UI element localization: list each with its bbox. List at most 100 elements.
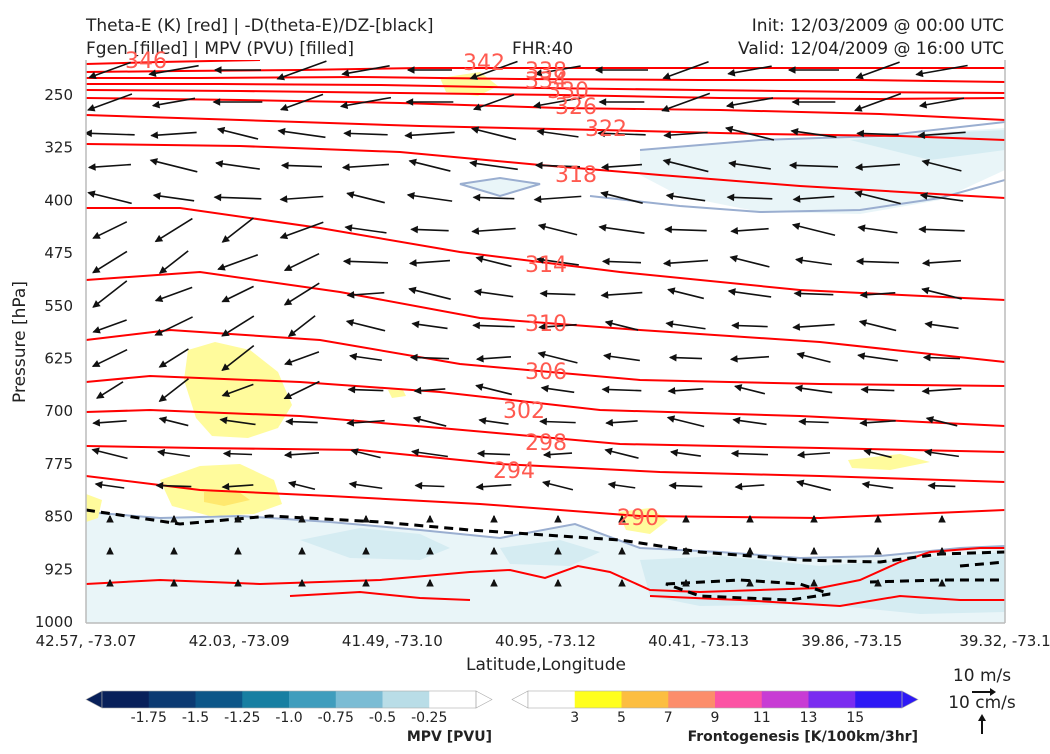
colorbar-tick-label: -1.0 (275, 710, 302, 726)
wind-vector (88, 163, 132, 169)
colorbar-segment (855, 691, 903, 708)
wind-vector (280, 93, 324, 111)
colorbar-extend-right (475, 690, 493, 709)
wind-vector (919, 97, 965, 107)
y-tick-label: 850 (44, 508, 73, 526)
wind-vector-head (413, 386, 422, 395)
wind-vector (340, 96, 392, 108)
colorbar-extend-left (85, 690, 103, 709)
wind-vector-head (92, 326, 101, 334)
wind-vector-head (158, 266, 168, 274)
wind-vector-head (409, 353, 418, 362)
wind-vector-head (298, 546, 306, 555)
wind-vector-head (221, 235, 230, 243)
y-tick-label: 325 (44, 139, 73, 157)
wind-vector-head (344, 224, 353, 232)
wind-vector-head (152, 192, 161, 200)
wind-vector (405, 131, 455, 137)
theta-e-labels: 346 342 338 334 330 326 322 318 314 310 … (125, 49, 659, 531)
wind-vector (538, 352, 578, 364)
wind-vector-head (472, 321, 480, 330)
wind-vector (86, 132, 135, 136)
wind-vector-head (473, 288, 482, 296)
x-axis-label: Latitude,Longitude (466, 655, 626, 675)
wind-vector-head (472, 103, 482, 111)
mpv-fill (640, 552, 1005, 614)
theta-e-contour (86, 67, 1005, 73)
vertical-scale-arrowhead (978, 714, 986, 721)
wind-vector-head (860, 385, 869, 394)
wind-vector-head (490, 546, 498, 555)
colorbar-segment (621, 691, 669, 708)
wind-vector-head (540, 384, 549, 393)
theta-e-contour (86, 89, 1005, 101)
colorbar-segment (148, 691, 196, 708)
wind-vector-head (490, 578, 498, 587)
wind-vector-head (158, 416, 167, 424)
x-tick-label: 42.03, -73.09 (189, 632, 290, 650)
wind-vector (153, 194, 195, 202)
mpv-fill (300, 528, 450, 560)
wind-vector (345, 226, 387, 234)
wind-vector-head (362, 514, 370, 523)
plot-area (86, 60, 1005, 623)
wind-vector-head (598, 223, 607, 232)
wind-vector (470, 60, 518, 80)
dthetae-dz-contour (665, 578, 831, 602)
wind-vector (663, 159, 709, 173)
wind-vector (409, 288, 451, 300)
colorbar-segment (668, 691, 716, 708)
vector-scale-vertical: 10 cm/s (948, 693, 1016, 713)
theta-e-contour (86, 83, 1005, 94)
wind-vector-head (217, 263, 226, 271)
wind-vector (663, 259, 709, 265)
wind-vector (343, 260, 389, 264)
wind-vector-head (729, 355, 738, 363)
colorbar-tick-label: 7 (664, 710, 673, 726)
wind-vector-head (537, 351, 546, 359)
theta-e-label: 338 (525, 59, 567, 84)
wind-vector-head (346, 291, 355, 299)
wind-vector-head (788, 161, 797, 170)
wind-vector (537, 130, 579, 138)
wind-vector-head (362, 546, 370, 555)
wind-vector-head (662, 158, 671, 166)
wind-vector-head (149, 158, 158, 166)
wind-vector (730, 256, 770, 268)
wind-vector (473, 93, 515, 111)
wind-vector (535, 65, 581, 75)
wind-vector-head (106, 514, 114, 523)
wind-vector (217, 128, 259, 140)
theta-e-contour (86, 75, 1005, 83)
wind-vector-head (476, 449, 485, 458)
wind-vector-head (539, 417, 547, 426)
wind-vector (473, 196, 515, 200)
wind-vector-head (597, 129, 605, 138)
wind-vector-head (478, 417, 487, 425)
wind-vector (922, 160, 962, 172)
dthetae-dz-contour (959, 560, 1005, 568)
wind-vector (856, 61, 900, 79)
wind-vector (920, 194, 964, 202)
wind-vector (601, 163, 643, 169)
wind-vector-head (92, 418, 101, 427)
dthetae-dz-contours (86, 508, 1005, 602)
theta-e-label: 342 (463, 51, 505, 76)
wind-vector-head (277, 127, 286, 136)
wind-vector-head (221, 363, 230, 372)
wind-vector-head (662, 259, 671, 267)
wind-vector-head (670, 449, 679, 457)
wind-vector (729, 162, 771, 170)
wind-vector-head (408, 158, 417, 167)
wind-vector-head (810, 514, 818, 523)
wind-vector (277, 60, 327, 80)
wind-vector-head (938, 514, 946, 523)
wind-vector-head (221, 482, 230, 491)
wind-vector-head (91, 360, 101, 367)
wind-vector-head (279, 103, 289, 111)
y-tick-label: 400 (44, 191, 73, 209)
wind-vector-head (787, 66, 796, 74)
wind-vector-head (234, 578, 242, 587)
colorbar-outline (527, 690, 903, 709)
wind-vector-head (810, 546, 818, 555)
